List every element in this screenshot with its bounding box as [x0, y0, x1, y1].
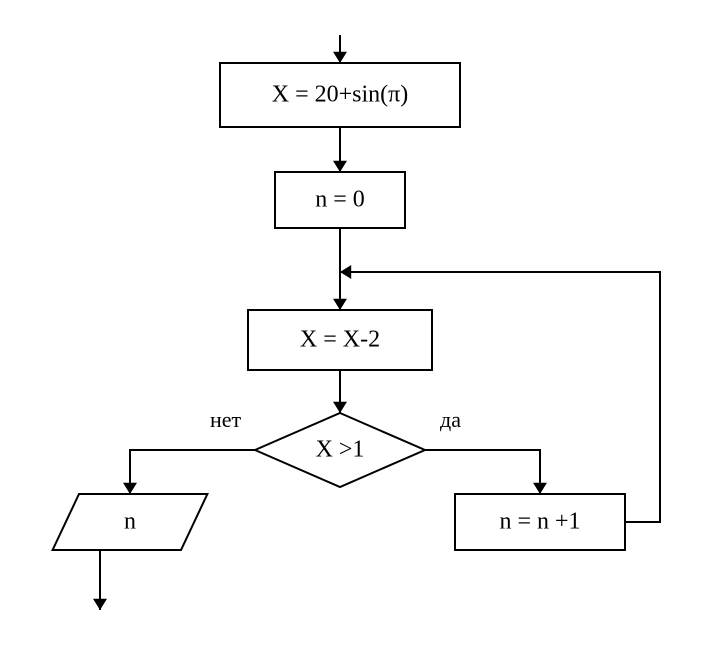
node-cond: X >1 [255, 413, 425, 487]
node-label: n = n +1 [499, 509, 580, 535]
node-label: X = X-2 [300, 327, 380, 353]
edge: да [425, 407, 540, 494]
node-decX: X = X-2 [248, 310, 432, 370]
node-incN: n = n +1 [455, 494, 625, 550]
edge-label: да [440, 407, 461, 432]
edge-label: нет [210, 407, 242, 432]
node-outN: n [53, 494, 208, 550]
node-label: X >1 [316, 437, 365, 463]
node-initN: n = 0 [275, 172, 405, 228]
edge: нет [130, 407, 255, 494]
node-assignX: X = 20+sin(π) [220, 63, 460, 127]
node-label: n [124, 509, 136, 535]
node-label: n = 0 [315, 187, 365, 213]
node-label: X = 20+sin(π) [272, 82, 409, 108]
flowchart-canvas: да нет X = 20+sin(π) n = 0 X = X-2 X >1 n = n … [0, 0, 702, 666]
